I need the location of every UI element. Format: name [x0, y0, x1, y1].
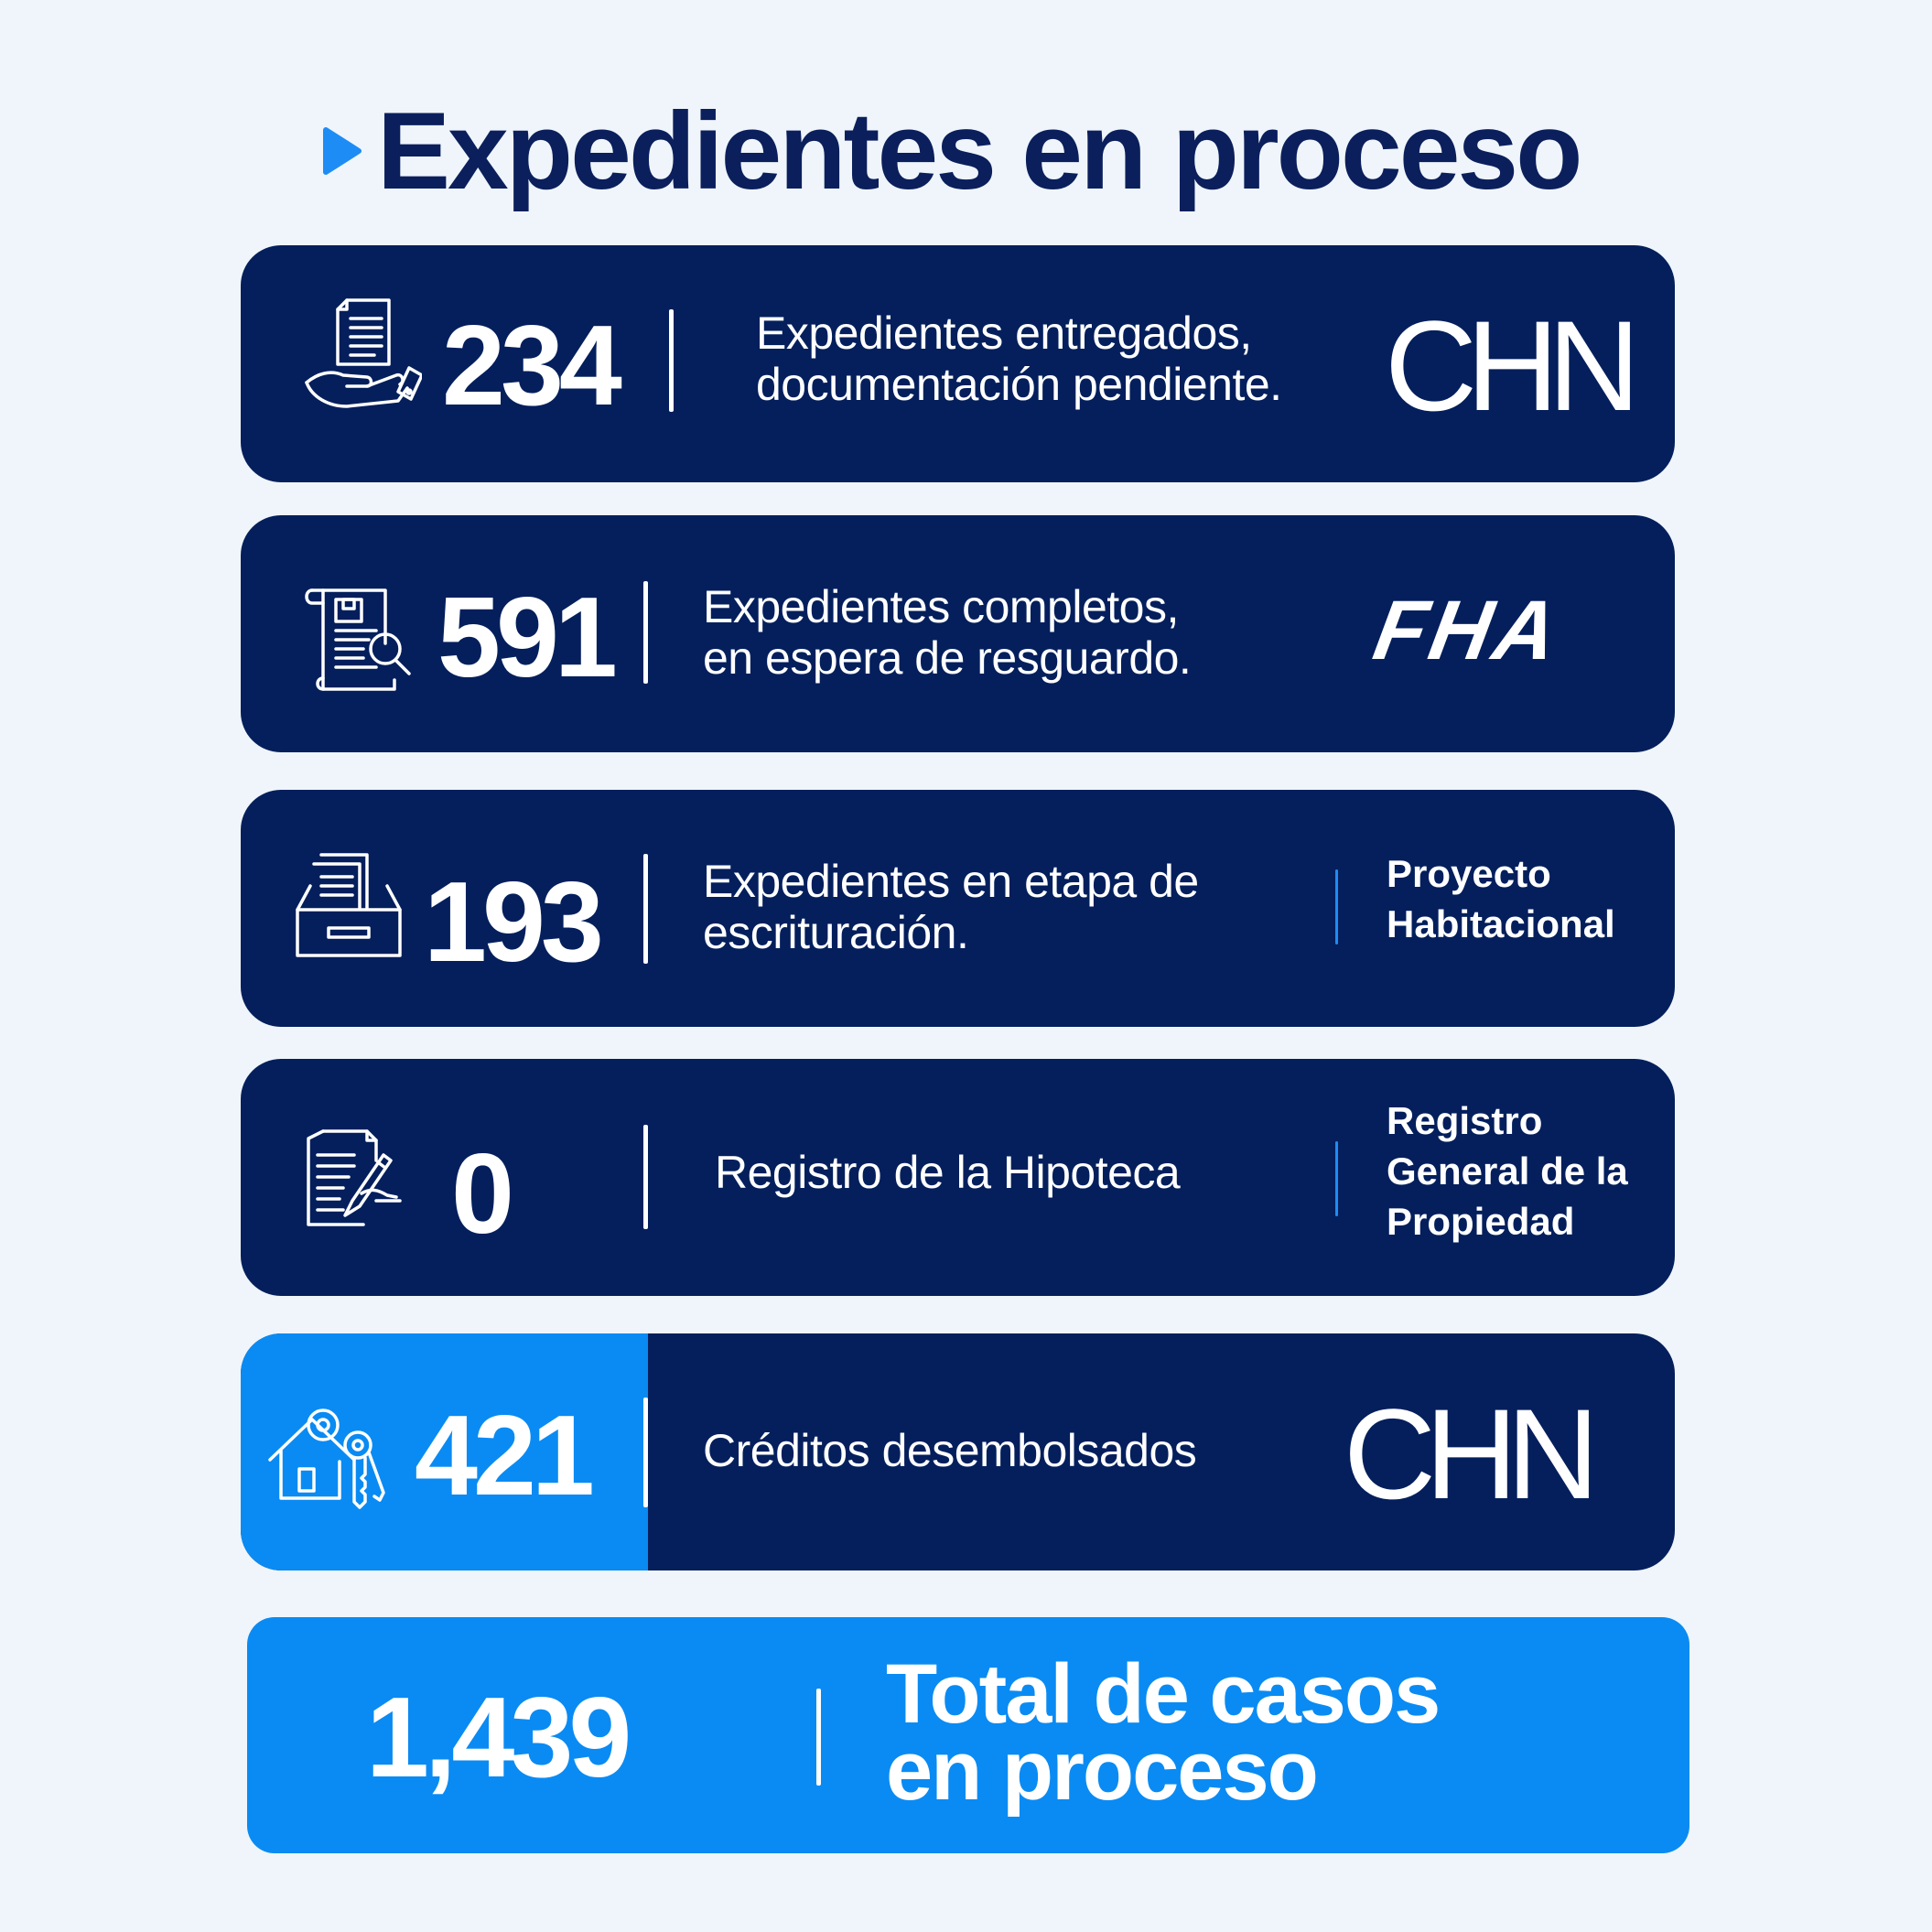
- stat-card-complete: 591 Expedientes completos, en espera de …: [241, 515, 1675, 752]
- description-line: escrituración.: [703, 907, 969, 958]
- page-header: Expedientes en proceso: [320, 92, 1693, 210]
- entity-divider: [1335, 869, 1338, 944]
- entity-line: General de la: [1387, 1149, 1628, 1193]
- stat-description: Expedientes completos, en espera de resg…: [703, 581, 1192, 684]
- total-label-line: Total de casos: [886, 1647, 1441, 1741]
- entity-line: Habitacional: [1387, 902, 1615, 945]
- hand-document-icon: [305, 298, 422, 408]
- chn-logo: CHN: [1344, 1382, 1599, 1526]
- stat-number: 234: [442, 303, 622, 429]
- entity-label: Proyecto Habitacional: [1387, 848, 1615, 949]
- divider: [643, 581, 648, 684]
- card-accent-panel: [241, 1333, 648, 1570]
- stat-number: 0: [451, 1131, 514, 1257]
- description-line: Créditos desembolsados: [703, 1425, 1197, 1476]
- description-line: Expedientes completos,: [703, 581, 1179, 632]
- entity-label: Registro General de la Propiedad: [1387, 1096, 1628, 1247]
- page-title: Expedientes en proceso: [377, 90, 1582, 212]
- divider: [643, 1125, 648, 1229]
- stat-number: 591: [437, 575, 618, 701]
- divider: [669, 309, 674, 412]
- stat-description: Expedientes entregados, documentación pe…: [756, 308, 1282, 410]
- stat-description: Expedientes en etapa de escrituración.: [703, 856, 1199, 958]
- divider: [816, 1689, 821, 1786]
- description-line: Expedientes en etapa de: [703, 856, 1199, 907]
- entity-divider: [1335, 1141, 1338, 1216]
- chn-logo: CHN: [1385, 294, 1640, 437]
- divider: [643, 1398, 648, 1507]
- description-line: en espera de resguardo.: [703, 632, 1192, 684]
- entity-line: Registro: [1387, 1099, 1543, 1142]
- stat-description: Créditos desembolsados: [703, 1425, 1197, 1476]
- house-keys-icon: [268, 1409, 385, 1509]
- entity-line: Propiedad: [1387, 1200, 1575, 1243]
- total-label: Total de casos en proceso: [886, 1647, 1441, 1818]
- fha-logo: FHA: [1367, 584, 1569, 677]
- description-line: Expedientes entregados,: [756, 308, 1252, 359]
- entity-line: Proyecto: [1387, 852, 1551, 895]
- stat-number: 193: [424, 859, 604, 986]
- stat-card-deeds: 193 Expedientes en etapa de escrituració…: [241, 790, 1675, 1027]
- stat-card-mortgage-registry: 0 Registro de la Hipoteca Registro Gener…: [241, 1059, 1675, 1296]
- description-line: Registro de la Hipoteca: [715, 1147, 1181, 1198]
- divider: [643, 854, 648, 964]
- description-line: documentación pendiente.: [756, 359, 1282, 410]
- stat-number: 421: [415, 1393, 595, 1519]
- document-signing-icon: [307, 1129, 402, 1226]
- play-arrow-icon: [323, 127, 362, 175]
- stat-card-delivered: 234 Expedientes entregados, documentació…: [241, 245, 1675, 482]
- stat-card-disbursed: 421 Créditos desembolsados CHN: [241, 1333, 1675, 1570]
- total-number: 1,439: [366, 1675, 631, 1801]
- stat-description: Registro de la Hipoteca: [715, 1147, 1181, 1198]
- document-search-icon: [305, 588, 411, 691]
- total-label-line: en proceso: [886, 1724, 1319, 1818]
- total-card: 1,439 Total de casos en proceso: [247, 1617, 1689, 1853]
- file-drawer-icon: [296, 853, 402, 957]
